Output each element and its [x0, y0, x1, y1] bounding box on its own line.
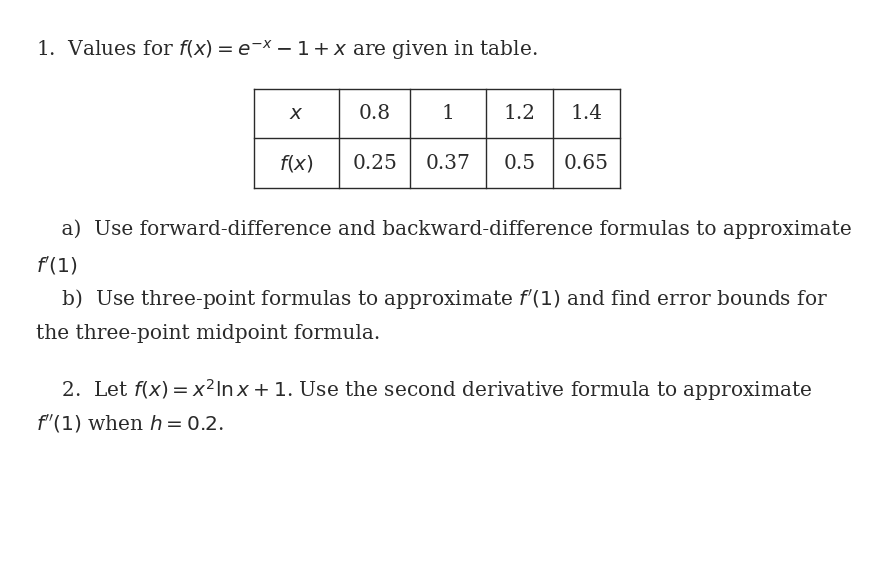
- Text: $f'(1)$: $f'(1)$: [36, 255, 78, 277]
- Text: a)  Use forward-difference and backward-difference formulas to approximate: a) Use forward-difference and backward-d…: [36, 219, 852, 239]
- Text: $f''(1)$ when $h = 0.2$.: $f''(1)$ when $h = 0.2$.: [36, 413, 224, 435]
- Text: 0.8: 0.8: [359, 104, 391, 123]
- Text: 1: 1: [442, 104, 455, 123]
- Text: 1.  Values for $f(x) = e^{-x} - 1 + x$ are given in table.: 1. Values for $f(x) = e^{-x} - 1 + x$ ar…: [36, 38, 537, 62]
- Text: 1.4: 1.4: [571, 104, 602, 123]
- Text: $f(x)$: $f(x)$: [279, 152, 314, 174]
- Text: 1.2: 1.2: [504, 104, 535, 123]
- Text: 2.  Let $f(x) = x^2 \ln x + 1$. Use the second derivative formula to approximate: 2. Let $f(x) = x^2 \ln x + 1$. Use the s…: [36, 377, 812, 403]
- Text: 0.65: 0.65: [564, 153, 609, 173]
- Text: 0.25: 0.25: [352, 153, 397, 173]
- Text: $x$: $x$: [289, 104, 304, 123]
- Text: 0.5: 0.5: [503, 153, 536, 173]
- Text: the three-point midpoint formula.: the three-point midpoint formula.: [36, 324, 380, 343]
- Text: 0.37: 0.37: [425, 153, 471, 173]
- Text: b)  Use three-point formulas to approximate $f'(1)$ and find error bounds for: b) Use three-point formulas to approxima…: [36, 288, 828, 312]
